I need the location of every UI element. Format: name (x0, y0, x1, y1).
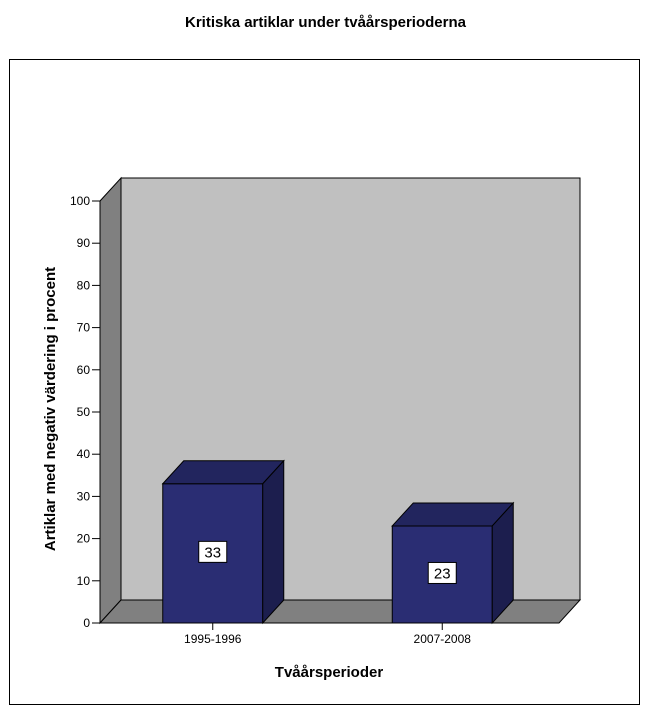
chart-frame: 0 10 20 30 40 50 60 70 80 90 100 33 1995-1996 23 2007… (9, 59, 640, 705)
x-axis-title: Tvåårsperioder (275, 664, 384, 681)
y-tick-label: 10 (77, 574, 91, 588)
y-tick-label: 20 (77, 532, 91, 546)
y-axis-title: Artiklar med negativ värdering i procent (42, 267, 59, 551)
data-label: 33 (199, 541, 227, 562)
y-tick-label: 40 (77, 447, 91, 461)
y-tick-label: 0 (83, 616, 90, 630)
chart-title: Kritiska artiklar under tvåårsperioderna (0, 14, 651, 31)
y-tick-label: 70 (77, 321, 91, 335)
side-wall (100, 178, 121, 623)
data-label-text: 33 (204, 544, 221, 561)
y-tick-label: 50 (77, 405, 91, 419)
y-tick-label: 90 (77, 236, 91, 250)
data-label-text: 23 (434, 565, 451, 582)
y-tick-label: 80 (77, 278, 91, 292)
bar-side (263, 461, 284, 623)
data-label: 23 (428, 562, 456, 583)
y-tick-label: 100 (70, 194, 90, 208)
x-tick-label: 1995-1996 (184, 632, 242, 646)
x-tick-label: 2007-2008 (414, 632, 472, 646)
y-tick-label: 60 (77, 363, 91, 377)
y-tick-label: 30 (77, 489, 91, 503)
bar-chart: 0 10 20 30 40 50 60 70 80 90 100 33 1995-1996 23 2007… (10, 60, 641, 706)
